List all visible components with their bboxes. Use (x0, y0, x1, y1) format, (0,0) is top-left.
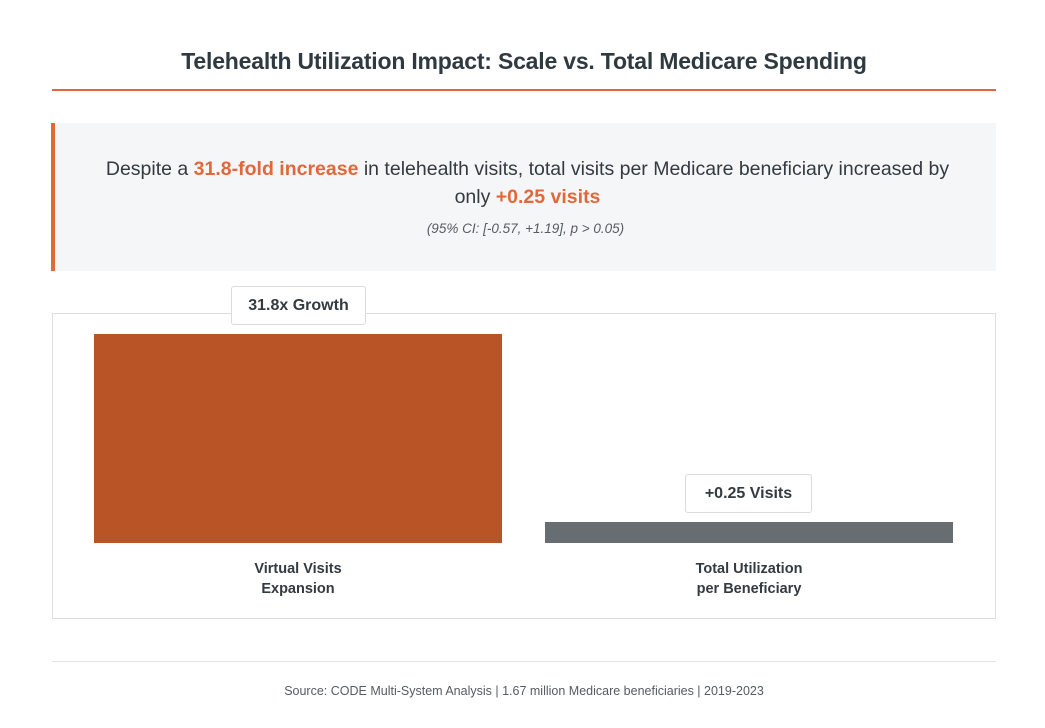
title-divider (52, 89, 996, 91)
source-note: Source: CODE Multi-System Analysis | 1.6… (284, 684, 764, 698)
fold-increase-highlight: 31.8-fold increase (193, 158, 359, 180)
virtual-visits-category-label: Virtual Visits Expansion (94, 559, 502, 599)
chart-title: Telehealth Utilization Impact: Scale vs.… (181, 48, 867, 74)
virtual-visits-category-line: Expansion (261, 581, 335, 597)
footer-divider (52, 661, 996, 662)
callout-middle: in telehealth visits, total visits per M… (358, 158, 950, 208)
visit-increase-highlight: +0.25 visits (495, 186, 601, 208)
virtual-visits-bar (94, 334, 502, 543)
callout-prefix: Despite a (105, 158, 194, 180)
total-utilization-bar (545, 522, 953, 543)
total-utilization-value-label: +0.25 Visits (685, 474, 812, 513)
total-utilization-category-label: Total Utilization per Beneficiary (545, 559, 953, 599)
key-finding-text: Despite a 31.8-fold increase in teleheal… (95, 155, 960, 211)
confidence-interval-text: (95% CI: [-0.57, +1.19], p > 0.05) (426, 221, 625, 236)
total-utilization-category-line: per Beneficiary (696, 581, 802, 597)
total-utilization-category-line: Total Utilization (695, 561, 803, 577)
virtual-visits-category-line: Virtual Visits (254, 561, 342, 577)
key-finding-callout: Despite a 31.8-fold increase in teleheal… (51, 123, 996, 271)
virtual-visits-value-label: 31.8x Growth (231, 286, 366, 325)
